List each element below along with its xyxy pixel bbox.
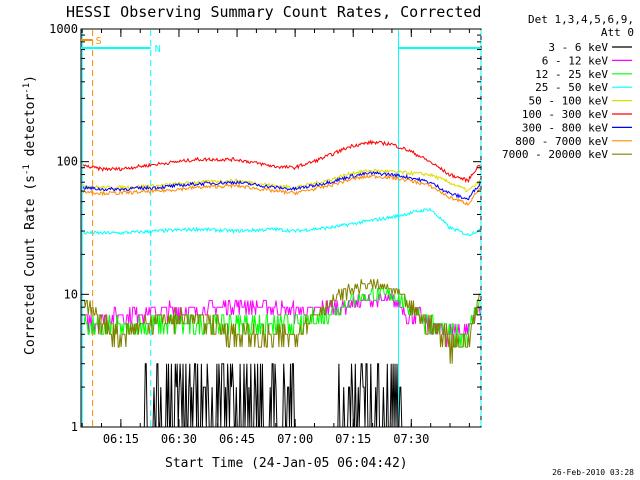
y-tick-label-1: 10 [64, 287, 78, 301]
series-line-100-300keV [82, 139, 481, 184]
legend-label-0: 3 - 6 keV [548, 41, 608, 54]
y-axis-label-end: ) [23, 75, 38, 83]
chart-title: HESSI Observing Summary Count Rates, Cor… [66, 3, 481, 21]
series-line-800-7000keV [82, 173, 481, 206]
x-tick-label-5: 07:30 [393, 432, 429, 446]
legend-label-2: 12 - 25 keV [535, 68, 608, 81]
legend-label-1: 6 - 12 keV [542, 54, 609, 67]
legend-label-5: 100 - 300 keV [522, 108, 608, 121]
legend-label-8: 7000 - 20000 keV [502, 148, 608, 161]
series-line-3-6keV [83, 363, 481, 428]
series-line-300-800keV [82, 171, 481, 201]
flag-label-N: N [155, 44, 161, 55]
x-axis-label: Start Time (24-Jan-05 06:04:42) [165, 456, 408, 471]
y-axis-label-sup: -1 [22, 164, 32, 175]
flag-label-S: S [96, 36, 102, 47]
series-line-6-12keV [83, 293, 481, 348]
series-line-25-50keV [82, 207, 481, 237]
x-tick-label-4: 07:15 [335, 432, 371, 446]
series-line-7000-20000keV [83, 279, 481, 364]
y-axis-label-tail: detector [23, 94, 38, 165]
x-tick-label-0: 06:15 [103, 432, 139, 446]
y-axis-label-sup2: -1 [22, 83, 32, 94]
footer-timestamp: 26-Feb-2010 03:28 [552, 468, 634, 477]
legend-label-3: 25 - 50 keV [535, 81, 608, 94]
legend-header-1: Det 1,3,4,5,6,9, [528, 13, 634, 26]
legend-header-2: Att 0 [601, 26, 634, 39]
plot-area: S N 06:15 06:30 06:45 07:00 07:15 07:30 1 10 100… [49, 22, 482, 446]
x-tick-label-1: 06:30 [161, 432, 197, 446]
y-axis-label-main: Corrected Count Rate (s [23, 175, 38, 355]
x-tick-label-2: 06:45 [219, 432, 255, 446]
y-tick-label-2: 100 [56, 155, 78, 169]
x-tick-label-3: 07:00 [277, 432, 313, 446]
y-tick-label-0: 1 [71, 420, 78, 434]
y-axis-label: Corrected Count Rate (s-1 detector-1) [22, 75, 38, 355]
legend-label-6: 300 - 800 keV [522, 121, 608, 134]
plot-frame [80, 28, 482, 428]
legend-label-7: 800 - 7000 keV [515, 135, 608, 148]
y-tick-label-3: 1000 [49, 22, 78, 36]
legend-label-4: 50 - 100 keV [529, 95, 609, 108]
